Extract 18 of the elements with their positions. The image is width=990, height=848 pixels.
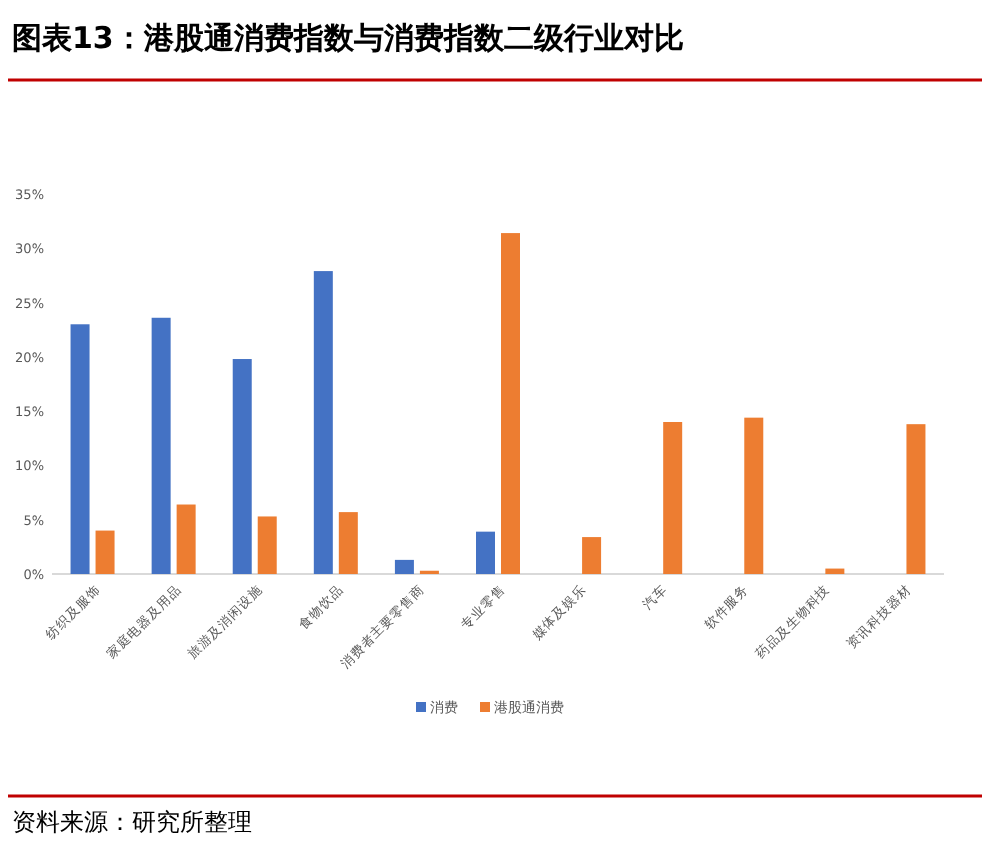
title: 图表13：港股通消费指数与消费指数二级行业对比 <box>12 20 684 56</box>
bar <box>476 531 495 574</box>
bar <box>582 537 602 574</box>
bar <box>151 317 171 574</box>
bar <box>338 512 358 574</box>
bar <box>744 417 764 574</box>
bar <box>313 271 333 574</box>
bar <box>906 424 926 574</box>
bar <box>232 359 252 574</box>
bar <box>70 324 90 574</box>
bar <box>663 422 683 574</box>
bar <box>394 559 414 574</box>
bar <box>176 504 196 574</box>
bar <box>95 530 115 574</box>
bar <box>501 233 520 574</box>
text: 资料来源：研究所整理 <box>12 808 252 836</box>
bar <box>257 516 277 574</box>
bar <box>825 568 845 574</box>
